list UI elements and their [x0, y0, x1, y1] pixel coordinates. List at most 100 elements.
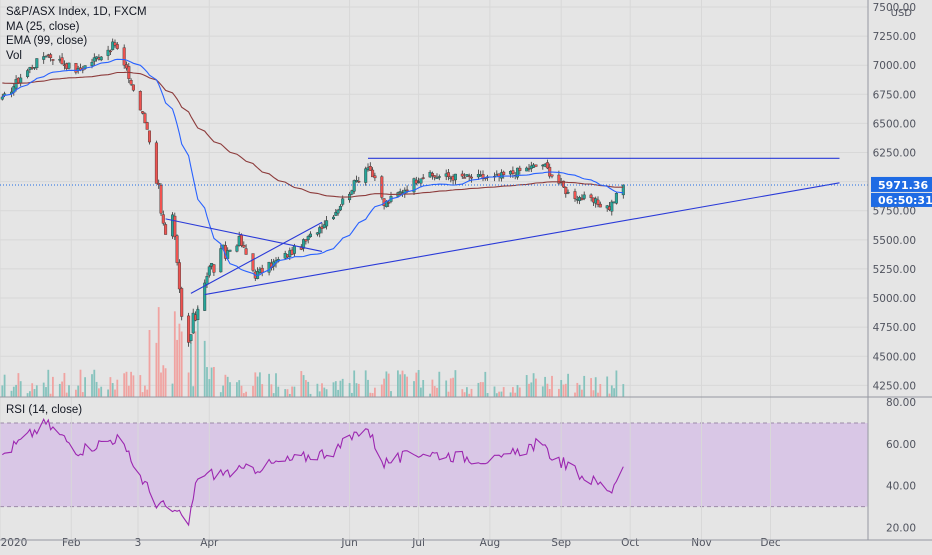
volume-bar — [291, 386, 293, 397]
indicator-ma-label[interactable]: MA (25, close) — [6, 20, 80, 33]
volume-bar — [93, 369, 96, 397]
volume-bar — [206, 367, 208, 397]
price-candle — [437, 174, 441, 181]
volume-bar — [141, 392, 144, 397]
symbol-title[interactable]: S&P/ASX Index, 1D, FXCM — [6, 6, 147, 18]
price-candle — [550, 174, 554, 179]
volume-bar — [371, 393, 374, 397]
volume-bar — [114, 389, 116, 397]
volume-bar — [383, 378, 385, 397]
volume-bar — [316, 383, 319, 397]
price-candle — [580, 194, 584, 201]
price-candle — [115, 42, 119, 50]
volume-bar — [339, 380, 342, 397]
volume-bar — [608, 393, 611, 397]
price-candle — [122, 44, 126, 69]
volume-bar — [518, 387, 521, 397]
price-candle — [203, 279, 207, 311]
countdown-badge[interactable]: 06:50:31 — [871, 192, 932, 207]
rsi-tick-label: 80.00 — [886, 397, 916, 409]
volume-bar — [576, 382, 579, 397]
ma-25-line — [1, 58, 624, 277]
time-tick-label: Jul — [411, 537, 425, 549]
volume-bar — [272, 393, 275, 397]
price-candle — [387, 200, 391, 207]
price-candle — [315, 232, 319, 237]
volume-bar — [29, 391, 31, 397]
volume-bar — [447, 391, 450, 397]
volume-bar — [203, 340, 206, 397]
price-candle — [143, 112, 147, 124]
volume-bar — [597, 392, 599, 397]
volume-bar — [332, 382, 335, 397]
volume-bar — [164, 368, 167, 397]
time-tick-label: Oct — [621, 537, 639, 549]
price-candle — [106, 45, 110, 61]
volume-bar — [429, 393, 431, 397]
volume-bar — [210, 367, 213, 397]
price-candle — [42, 52, 46, 64]
volume-bar — [502, 387, 505, 397]
price-candle — [129, 78, 133, 87]
volume-bar — [268, 373, 270, 397]
rsi-tick-label: 60.00 — [886, 439, 916, 451]
price-candle — [302, 238, 306, 252]
price-candle — [421, 174, 425, 180]
volume-bar — [321, 383, 323, 397]
volume-bar — [123, 373, 126, 397]
volume-bar — [433, 386, 436, 397]
indicator-vol-label[interactable]: Vol — [6, 49, 22, 62]
volume-bar — [415, 372, 418, 397]
volume-bar — [91, 374, 93, 397]
time-tick-label: Nov — [691, 537, 712, 549]
volume-bar — [77, 385, 80, 397]
trendline[interactable] — [165, 218, 323, 253]
volume-bar — [606, 376, 609, 397]
price-candle — [465, 174, 469, 178]
price-candle — [419, 178, 423, 188]
volume-bar — [390, 391, 392, 397]
volume-bar — [17, 373, 20, 397]
volume-bar — [509, 392, 512, 397]
trendline[interactable] — [190, 221, 323, 294]
last-price-badge[interactable]: 5971.36 — [871, 176, 932, 192]
price-candle — [596, 196, 600, 208]
rsi-legend[interactable]: RSI (14, close) — [6, 404, 83, 416]
price-candle — [453, 173, 457, 185]
price-candle — [191, 308, 195, 335]
price-candle — [564, 186, 568, 198]
last-price-value: 5971.36 — [878, 179, 928, 192]
volume-bar — [479, 382, 482, 397]
volume-bar — [514, 392, 517, 397]
price-candle — [177, 259, 181, 293]
volume-bar — [401, 370, 404, 397]
volume-bar — [436, 387, 438, 397]
price-candle — [350, 189, 354, 196]
price-tick-label: 4750.00 — [873, 322, 916, 334]
indicator-ema-label[interactable]: EMA (99, close) — [6, 35, 88, 47]
volume-bar — [52, 376, 54, 397]
volume-bar — [148, 329, 151, 397]
volume-bar — [293, 386, 296, 397]
volume-bar — [367, 379, 369, 397]
volume-bar — [466, 387, 468, 397]
volume-bar — [95, 381, 98, 397]
trendline[interactable] — [204, 182, 840, 296]
price-candle — [49, 52, 53, 62]
volume-bar — [334, 381, 337, 397]
volume-bar — [512, 387, 514, 397]
price-candle — [60, 53, 64, 65]
volume-bar — [325, 389, 328, 397]
volume-bar — [178, 323, 181, 397]
volume-bar — [323, 387, 326, 397]
volume-bar — [15, 384, 17, 397]
volume-bar — [160, 372, 162, 397]
price-tick-label: 7000.00 — [873, 60, 916, 72]
volume-bar — [226, 376, 229, 397]
time-tick-label: Apr — [200, 537, 219, 549]
volume-bar — [208, 379, 211, 397]
volume-bar — [192, 386, 195, 397]
volume-bar — [445, 380, 448, 397]
volume-bar — [387, 373, 390, 397]
